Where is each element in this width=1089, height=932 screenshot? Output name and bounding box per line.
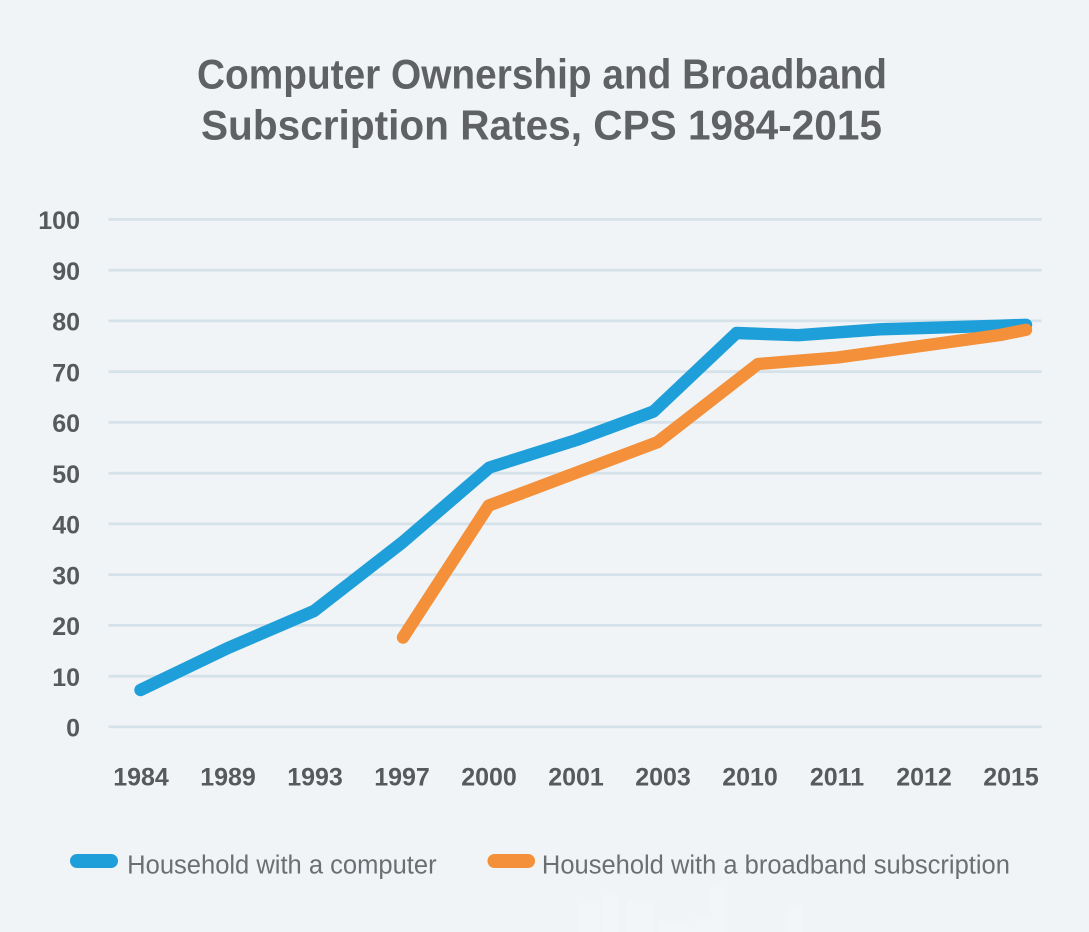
- svg-text:100: 100: [38, 207, 80, 235]
- svg-text:2010: 2010: [722, 763, 778, 791]
- svg-text:2011: 2011: [810, 763, 864, 791]
- svg-text:Household with a broadband sub: Household with a broadband subscription: [542, 852, 1010, 880]
- svg-text:2015: 2015: [983, 763, 1039, 791]
- svg-text:1993: 1993: [287, 763, 343, 791]
- svg-text:Subscription Rates, CPS 1984-2: Subscription Rates, CPS 1984-2015: [201, 102, 882, 149]
- svg-text:10: 10: [52, 664, 80, 692]
- svg-text:50: 50: [52, 461, 80, 489]
- svg-text:90: 90: [52, 258, 80, 286]
- svg-text:1984: 1984: [113, 763, 169, 791]
- svg-text:70: 70: [52, 360, 80, 388]
- svg-text:1989: 1989: [200, 763, 256, 791]
- svg-text:Household with a computer: Household with a computer: [127, 852, 437, 880]
- svg-text:20: 20: [52, 613, 80, 641]
- svg-text:80: 80: [52, 309, 80, 337]
- svg-text:2012: 2012: [896, 763, 952, 791]
- svg-text:60: 60: [52, 410, 80, 438]
- svg-text:Computer Ownership and Broadba: Computer Ownership and Broadband: [197, 50, 887, 97]
- svg-text:2001: 2001: [548, 763, 604, 791]
- svg-text:0: 0: [66, 715, 80, 743]
- svg-text:1997: 1997: [374, 763, 430, 791]
- svg-text:2000: 2000: [461, 763, 517, 791]
- svg-text:30: 30: [52, 563, 80, 591]
- svg-text:2003: 2003: [635, 763, 691, 791]
- svg-text:40: 40: [52, 512, 80, 540]
